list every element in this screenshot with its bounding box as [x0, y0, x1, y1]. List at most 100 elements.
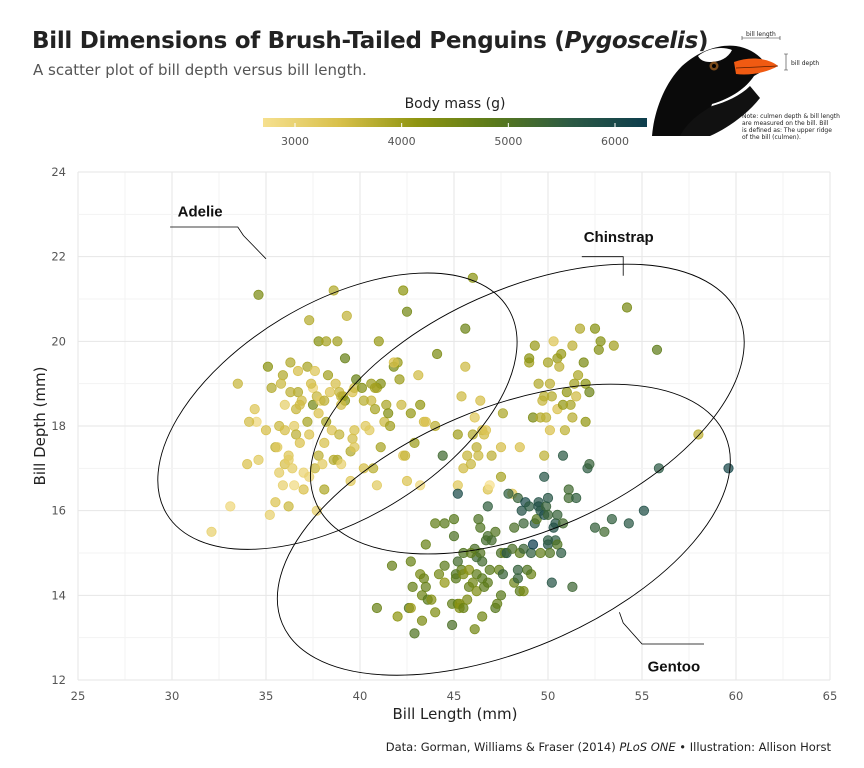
- data-point-adelie: [339, 353, 351, 364]
- data-point-chinstrap: [475, 395, 486, 406]
- data-point-adelie: [347, 433, 358, 444]
- chart-subtitle: A scatter plot of bill depth versus bill…: [33, 61, 367, 79]
- data-point-gentoo: [446, 619, 458, 631]
- data-point-gentoo: [623, 518, 634, 529]
- data-point-adelie: [381, 399, 392, 410]
- data-point-adelie: [262, 361, 273, 372]
- data-point-chinstrap: [567, 340, 578, 351]
- data-point-chinstrap: [514, 442, 525, 453]
- legend-color-bar: [263, 118, 647, 127]
- data-point-gentoo: [448, 513, 460, 525]
- species-label-chinstrap: Chinstrap: [584, 229, 654, 246]
- data-point-adelie: [279, 399, 290, 410]
- note-line-4: of the bill (culmen).: [742, 134, 801, 141]
- data-point-gentoo: [524, 501, 535, 512]
- note-line-3: is defined as: The upper ridge: [742, 127, 832, 134]
- data-point-gentoo: [522, 564, 533, 576]
- data-point-chinstrap: [565, 399, 576, 410]
- data-point-gentoo: [433, 569, 445, 580]
- data-point-gentoo: [482, 501, 493, 512]
- data-point-chinstrap: [542, 357, 554, 368]
- data-point-adelie: [279, 425, 290, 436]
- data-point-gentoo: [544, 547, 556, 559]
- data-point-gentoo: [405, 602, 416, 614]
- legend-tick-label: 5000: [494, 135, 522, 148]
- data-point-adelie: [289, 480, 300, 491]
- data-point-chinstrap: [544, 378, 556, 389]
- data-point-gentoo: [539, 471, 550, 482]
- data-point-adelie: [467, 272, 478, 283]
- data-point-chinstrap: [693, 429, 704, 440]
- data-point-gentoo: [653, 463, 665, 474]
- data-point-chinstrap: [495, 471, 507, 482]
- data-point-gentoo: [477, 611, 488, 622]
- data-point-adelie: [313, 450, 324, 461]
- data-point-gentoo: [439, 518, 450, 529]
- data-point-chinstrap: [484, 480, 495, 491]
- data-point-gentoo: [495, 590, 507, 601]
- data-point-gentoo: [469, 624, 480, 635]
- ellipse-gentoo: [276, 383, 731, 676]
- data-point-adelie: [349, 442, 360, 453]
- species-label-gentoo: Gentoo: [648, 659, 701, 676]
- data-point-chinstrap: [593, 344, 604, 355]
- data-points: [206, 272, 734, 639]
- data-point-adelie: [302, 361, 313, 372]
- legend-title: Body mass (g): [405, 96, 506, 112]
- chart-title: Bill Dimensions of Brush-Tailed Penguins…: [32, 28, 708, 54]
- data-point-gentoo: [420, 581, 431, 593]
- data-point-adelie: [383, 408, 394, 419]
- data-point-gentoo: [407, 581, 418, 593]
- data-point-gentoo: [557, 450, 569, 461]
- caption-prefix: Data: Gorman, Williams & Fraser (2014): [385, 740, 620, 754]
- data-point-adelie: [319, 484, 330, 495]
- data-point-gentoo: [527, 539, 539, 550]
- data-point-adelie: [322, 370, 334, 381]
- data-point-adelie: [415, 399, 426, 410]
- data-point-chinstrap: [495, 442, 507, 453]
- data-point-adelie: [298, 484, 309, 495]
- data-point-adelie: [364, 425, 375, 436]
- data-point-adelie: [413, 370, 424, 381]
- data-point-chinstrap: [608, 340, 619, 351]
- y-tick-label: 18: [51, 419, 66, 433]
- data-point-adelie: [460, 323, 471, 334]
- data-point-adelie: [321, 336, 332, 347]
- y-tick-label: 22: [51, 250, 66, 264]
- data-point-gentoo: [584, 458, 595, 470]
- data-point-adelie: [409, 437, 420, 448]
- species-ellipses: [157, 263, 745, 676]
- penguin-illustration: bill length bill depth Note: culmen dept…: [652, 31, 840, 141]
- data-point-chinstrap: [486, 450, 497, 461]
- data-point-gentoo: [437, 450, 448, 461]
- data-point-chinstrap: [572, 370, 584, 381]
- data-point-chinstrap: [539, 450, 550, 461]
- data-point-adelie: [253, 454, 264, 465]
- ellipse-chinstrap: [309, 263, 745, 555]
- data-point-gentoo: [723, 463, 734, 474]
- data-point-chinstrap: [578, 357, 589, 368]
- data-point-gentoo: [452, 488, 463, 499]
- data-point-adelie: [405, 408, 416, 419]
- data-point-adelie: [249, 403, 260, 415]
- data-point-adelie: [309, 365, 320, 377]
- data-point-chinstrap: [452, 480, 463, 491]
- data-point-chinstrap: [574, 323, 586, 334]
- data-point-gentoo: [518, 518, 529, 529]
- color-legend: Body mass (g) 3000 4000 5000 6000: [263, 96, 647, 148]
- data-point-gentoo: [475, 522, 486, 533]
- data-point-adelie: [369, 382, 381, 393]
- data-point-adelie: [260, 425, 272, 436]
- data-point-gentoo: [452, 556, 463, 567]
- data-point-chinstrap: [589, 323, 601, 334]
- data-point-adelie: [270, 497, 281, 508]
- bill-depth-label: bill depth: [791, 60, 819, 67]
- data-point-chinstrap: [465, 458, 476, 470]
- data-point-gentoo: [463, 564, 475, 576]
- data-point-gentoo: [540, 501, 552, 512]
- data-point-gentoo: [606, 513, 618, 525]
- data-point-adelie: [285, 386, 296, 398]
- data-point-chinstrap: [497, 408, 508, 419]
- data-point-gentoo: [599, 526, 610, 537]
